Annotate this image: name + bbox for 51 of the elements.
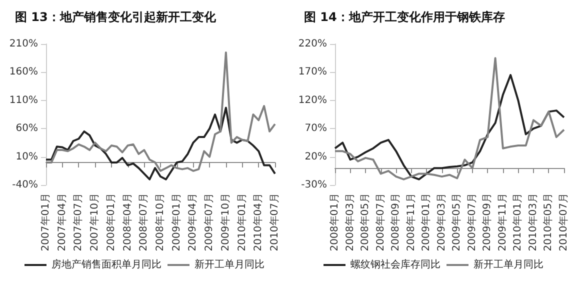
x-tick-label: 2009年09月	[481, 193, 494, 252]
x-tick-label: 2009年04月	[186, 193, 199, 252]
y-tick-label: 110%	[9, 94, 38, 106]
x-tick-label: 2008年04月	[121, 193, 134, 252]
x-tick-label: 2009年07月	[466, 193, 478, 252]
y-tick-label: 170%	[298, 66, 327, 78]
legend-label: 新开工单月同比	[474, 258, 544, 270]
x-tick-label: 2007年01月	[40, 193, 52, 252]
x-tick-label: 2010年04月	[252, 193, 264, 252]
legend-label: 房地产销售面积单月同比	[52, 258, 162, 270]
x-tick-label: 2010年01月	[236, 193, 248, 252]
y-tick-label: 60%	[16, 123, 38, 134]
line-series	[45, 51, 276, 172]
y-tick-label: 220%	[298, 38, 327, 50]
x-tick-label: 2007年07月	[72, 193, 84, 252]
y-tick-label: 120%	[298, 94, 327, 106]
y-tick-label: 160%	[9, 66, 38, 78]
x-tick-label: 2008年03月	[344, 193, 356, 252]
x-tick-label: 2008年01月	[104, 193, 117, 252]
x-tick-label: 2010年07月	[268, 193, 280, 252]
x-tick-label: 2008年01月	[328, 193, 340, 252]
x-tick-label: 2008年07月	[374, 193, 386, 252]
x-tick-label: 2008年10月	[154, 193, 166, 252]
x-tick-label: 2009年03月	[435, 193, 448, 252]
legend-label: 新开工单月同比	[194, 258, 264, 270]
y-tick-label: 10%	[16, 151, 38, 162]
y-tick-label: 70%	[304, 123, 327, 134]
y-tick-label: -40%	[12, 180, 38, 190]
chart-title: 图 13：地产销售变化引起新开工变化	[15, 10, 217, 24]
x-tick-label: 2010年07月	[558, 193, 570, 252]
x-tick-label: 2010年05月	[542, 193, 554, 252]
y-tick-label: 210%	[9, 38, 38, 50]
x-tick-label: 2008年07月	[138, 193, 150, 252]
x-tick-label: 2010年03月	[526, 193, 539, 252]
x-tick-label: 2007年04月	[56, 193, 68, 252]
y-tick-label: 20%	[304, 151, 327, 162]
x-tick-label: 2009年10月	[219, 193, 232, 252]
x-tick-label: 2009年11月	[496, 193, 508, 252]
y-tick-label: -30%	[301, 180, 327, 190]
chart-title: 图 14：地产开工变化作用于钢铁库存	[304, 10, 505, 24]
x-tick-label: 2009年05月	[450, 193, 463, 252]
x-tick-label: 2008年11月	[404, 193, 417, 252]
x-tick-label: 2009年01月	[170, 193, 182, 252]
x-tick-label: 2009年01月	[420, 193, 432, 252]
x-tick-label: 2010年01月	[512, 193, 524, 252]
x-tick-label: 2009年07月	[203, 193, 216, 252]
line-series	[45, 106, 276, 180]
x-tick-label: 2007年10月	[88, 193, 101, 252]
x-tick-label: 2008年09月	[390, 193, 402, 252]
legend-label: 螺纹钢社会库存同比	[350, 258, 440, 270]
x-tick-label: 2008年05月	[359, 193, 372, 252]
